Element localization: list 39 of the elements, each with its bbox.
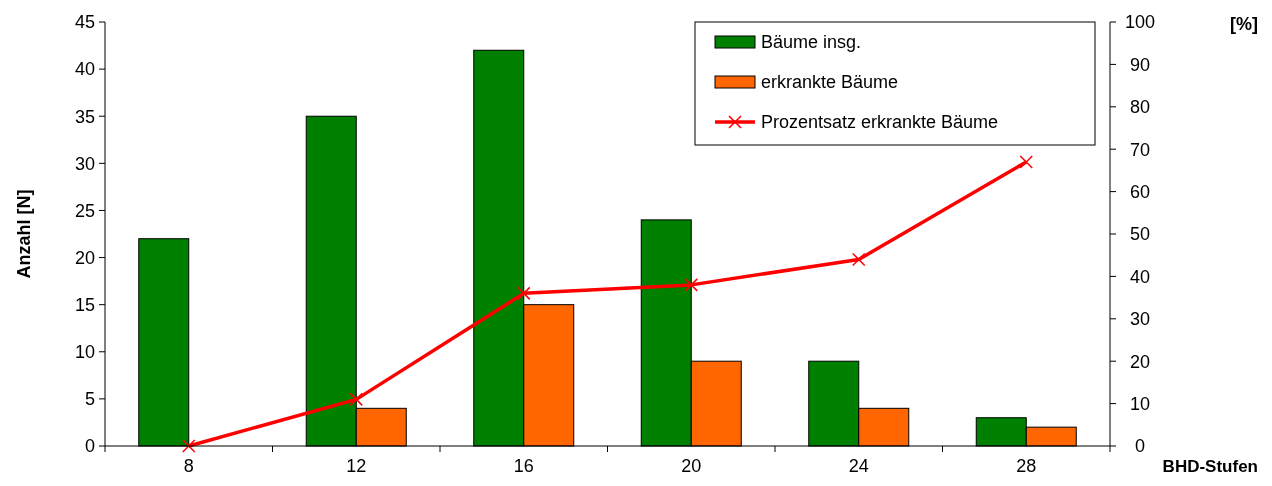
y2-tick-label: 100	[1124, 12, 1156, 33]
x-tick-label: 16	[513, 456, 534, 476]
y2-tick-label: 70	[1129, 139, 1151, 160]
y-tick-label: 10	[74, 342, 95, 363]
x-axis-title: BHD-Stufen	[1162, 457, 1258, 476]
legend-label: erkrankte Bäume	[761, 72, 899, 93]
y-tick-label: 25	[74, 200, 95, 221]
x-tick-label: 12	[346, 456, 367, 476]
legend-label: Bäume insg.	[761, 32, 862, 53]
y-axis-title: Anzahl [N]	[14, 189, 34, 279]
y2-tick-label: 10	[1129, 393, 1151, 414]
point	[349, 392, 363, 407]
y2-tick-label: 50	[1129, 224, 1151, 245]
y-tick-label: 35	[74, 106, 95, 127]
y2-axis-title: [%]	[1230, 14, 1258, 34]
point	[1019, 155, 1033, 169]
point	[852, 252, 866, 267]
y2-tick-label: 0	[1134, 436, 1146, 457]
y-tick-label: 45	[74, 12, 95, 33]
point	[517, 286, 531, 301]
y2-tick-label: 40	[1129, 266, 1151, 287]
x-tick-label: 28	[1016, 456, 1037, 476]
y-tick-label: 0	[84, 436, 95, 457]
legend-label: Prozentsatz erkrankte Bäume	[761, 112, 999, 133]
x-tick-label: 24	[848, 456, 869, 476]
y2-tick-label: 80	[1129, 97, 1151, 118]
y-tick-label: 15	[74, 294, 95, 315]
y2-tick-label: 90	[1129, 54, 1151, 75]
y-tick-label: 20	[74, 247, 95, 268]
point	[182, 439, 196, 453]
point	[684, 278, 698, 292]
y2-tick-label: 20	[1129, 351, 1151, 372]
y2-tick-label: 60	[1129, 181, 1151, 202]
x-tick-label: 20	[681, 456, 702, 476]
y-tick-label: 5	[84, 389, 95, 410]
y-tick-label: 30	[74, 153, 95, 174]
y-tick-label: 40	[74, 59, 95, 80]
y2-tick-label: 30	[1129, 309, 1151, 330]
x-tick-label: 8	[183, 456, 194, 476]
